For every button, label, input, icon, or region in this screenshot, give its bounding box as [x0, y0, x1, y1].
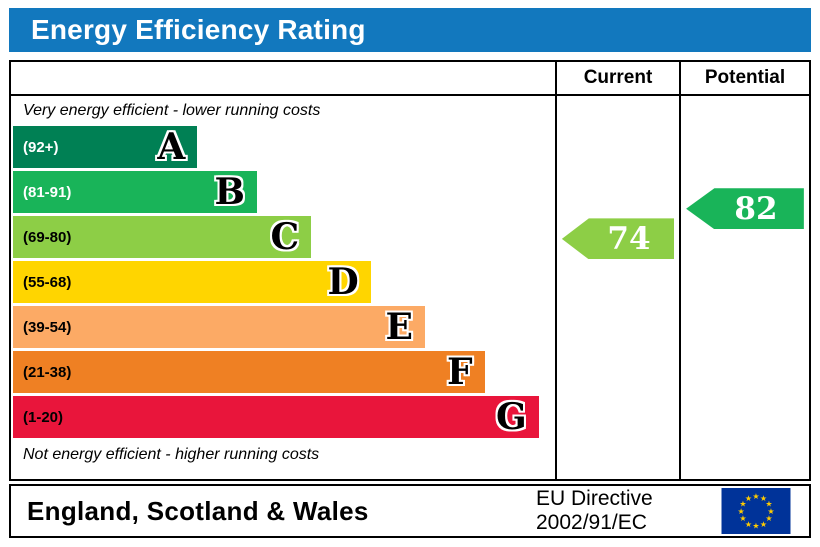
svg-text:★: ★	[745, 520, 752, 529]
header-spacer	[11, 62, 555, 96]
svg-text:★: ★	[765, 514, 772, 523]
bottom-note: Not energy efficient - higher running co…	[23, 446, 320, 463]
band-range: (55-68)	[23, 273, 72, 291]
page-title: Energy Efficiency Rating	[31, 14, 366, 45]
band-bar-c: (69-80) C	[13, 216, 312, 258]
svg-text:★: ★	[767, 507, 774, 516]
current-rating-arrow: 74	[561, 218, 675, 260]
svg-text:★: ★	[752, 492, 759, 501]
svg-text:★: ★	[752, 522, 759, 531]
rating-scale: Very energy efficient - lower running co…	[11, 96, 555, 479]
band-row: (81-91) B	[13, 171, 555, 216]
band-bar-a: (92+) A	[13, 126, 198, 168]
potential-rating-arrow: 82	[686, 188, 804, 230]
eu-directive-line2: 2002/91/EC	[536, 511, 647, 534]
svg-text:★: ★	[737, 507, 744, 516]
band-row: (69-80) C	[13, 216, 555, 261]
band-range: (1-20)	[23, 408, 64, 426]
svg-text:★: ★	[760, 494, 767, 503]
svg-text:★: ★	[739, 514, 746, 523]
band-row: (55-68) D	[13, 261, 555, 306]
potential-column-header: Potential	[679, 62, 809, 96]
svg-text:★: ★	[739, 499, 746, 508]
band-row: (21-38) F	[13, 351, 555, 396]
band-row: (39-54) E	[13, 306, 555, 351]
energy-rating-table: Current Potential Very energy efficient …	[9, 60, 811, 481]
band-letter: F	[446, 351, 473, 393]
band-range: (39-54)	[23, 318, 72, 336]
eu-flag-icon: ★ ★ ★ ★ ★ ★ ★ ★ ★ ★ ★ ★	[721, 488, 791, 534]
band-range: (69-80)	[23, 228, 72, 246]
potential-rating-value: 82	[734, 190, 778, 227]
current-column-header: Current	[555, 62, 679, 96]
band-letter: G	[495, 396, 527, 438]
band-row: (92+) A	[13, 126, 555, 171]
svg-text:★: ★	[765, 499, 772, 508]
band-bar-d: (55-68) D	[13, 261, 371, 303]
eu-flag-stars: ★ ★ ★ ★ ★ ★ ★ ★ ★ ★ ★ ★	[737, 492, 774, 531]
top-note: Very energy efficient - lower running co…	[23, 102, 321, 119]
eu-directive-line1: EU Directive	[536, 487, 653, 511]
band-row: (1-20) G	[13, 396, 555, 441]
band-range: (92+)	[23, 138, 59, 156]
band-letter: C	[270, 216, 300, 258]
title-bar: Energy Efficiency Rating	[9, 8, 811, 52]
band-bar-b: (81-91) B	[13, 171, 257, 213]
region-label: England, Scotland & Wales	[27, 495, 369, 526]
band-range: (21-38)	[23, 363, 72, 381]
band-letter: E	[385, 306, 413, 348]
band-bar-f: (21-38) F	[13, 351, 485, 393]
svg-text:★: ★	[760, 520, 767, 529]
eu-flag-field	[721, 488, 791, 534]
band-letter: D	[327, 261, 359, 303]
svg-text:★: ★	[745, 494, 752, 503]
band-letter: A	[157, 126, 186, 168]
footer: England, Scotland & Wales EU Directive 2…	[9, 484, 811, 538]
band-bar-g: (1-20) G	[13, 396, 539, 438]
band-letter: B	[214, 171, 245, 213]
band-bar-e: (39-54) E	[13, 306, 425, 348]
current-column: 74	[555, 96, 679, 479]
potential-column: 82	[679, 96, 809, 479]
band-range: (81-91)	[23, 183, 72, 201]
current-rating-value: 74	[607, 220, 651, 257]
eu-directive-label: EU Directive 2002/91/EC	[536, 487, 706, 534]
